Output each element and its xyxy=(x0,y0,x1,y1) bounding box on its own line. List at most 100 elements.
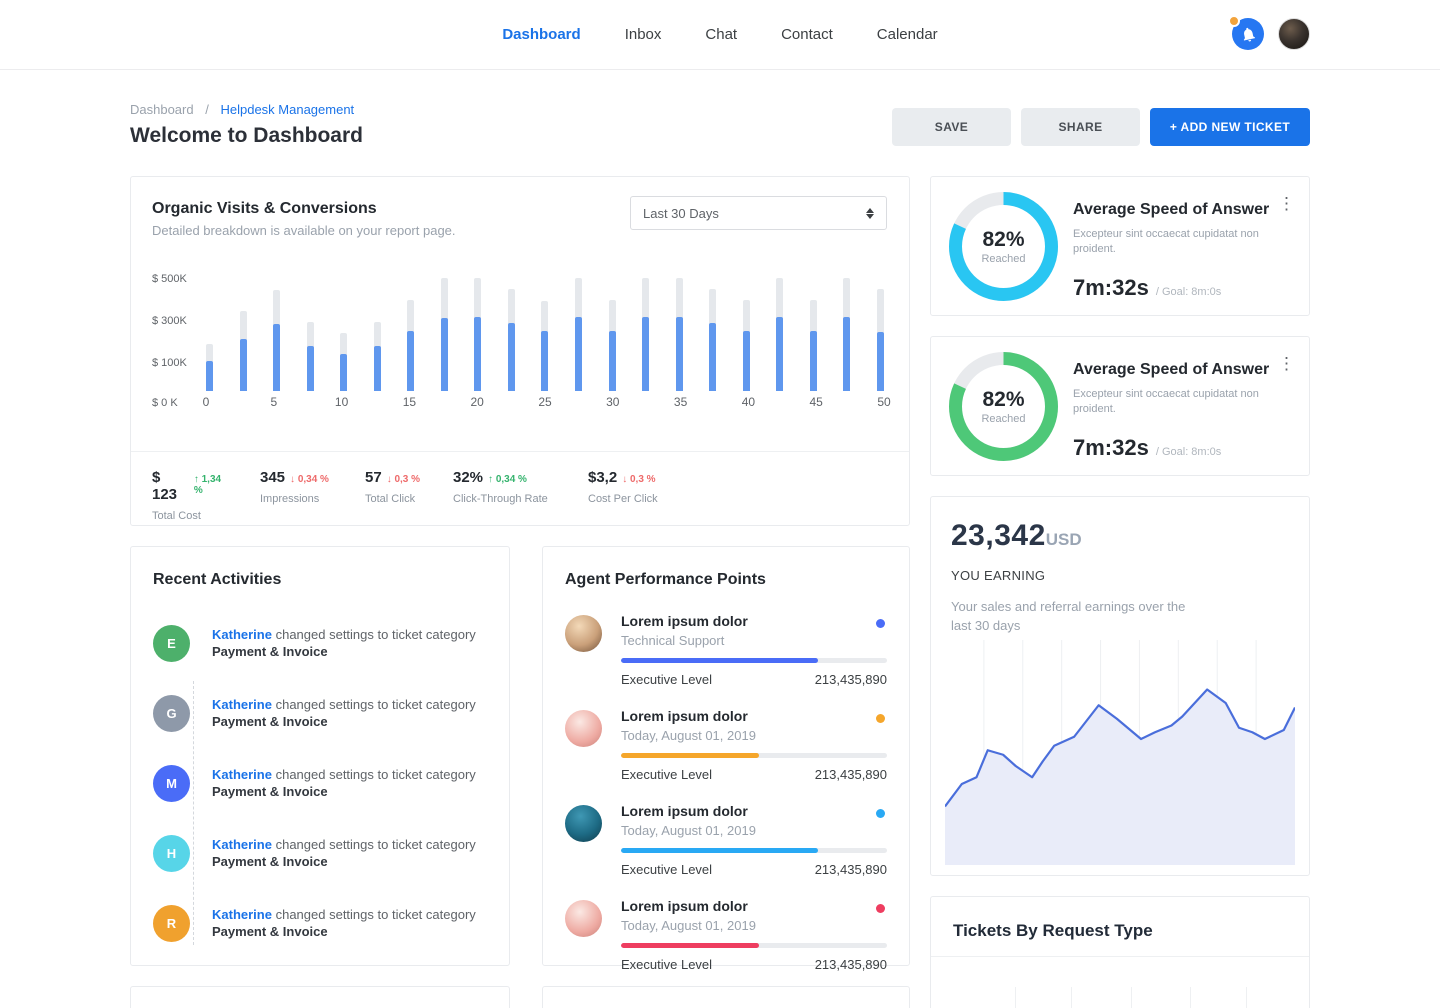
bar xyxy=(776,271,784,391)
breadcrumb-dashboard[interactable]: Dashboard xyxy=(130,102,194,117)
earnings-amount: 23,342 xyxy=(951,519,1046,552)
activity-text: Katherine changed settings to ticket cat… xyxy=(212,627,476,659)
kebab-menu-icon[interactable]: ⋮ xyxy=(1278,354,1295,373)
bar xyxy=(306,271,314,391)
stat-label: Cost Per Click xyxy=(588,493,658,505)
stat-label: Total Cost xyxy=(152,510,201,522)
tickets-title: Tickets By Request Type xyxy=(953,921,1153,940)
speed-goal-label: / Goal: 8m:0s xyxy=(1155,286,1222,298)
date-range-select[interactable]: Last 30 Days xyxy=(630,196,887,230)
bar xyxy=(675,271,683,391)
activity-item[interactable]: R Katherine changed settings to ticket c… xyxy=(153,905,489,942)
x-tick-label: 35 xyxy=(673,395,688,409)
agent-progress-fill xyxy=(621,943,760,948)
nav-item[interactable]: Inbox xyxy=(624,26,662,43)
activity-user-link[interactable]: Katherine xyxy=(212,627,272,642)
x-tick-label: 5 xyxy=(270,395,278,409)
activity-item[interactable]: E Katherine changed settings to ticket c… xyxy=(153,625,489,662)
activity-user-link[interactable]: Katherine xyxy=(212,907,272,922)
select-arrows-icon xyxy=(866,207,874,219)
agent-list: Lorem ipsum dolor Technical Support Exec… xyxy=(565,613,887,993)
earnings-amount-row: 23,342 USD xyxy=(951,519,1082,553)
share-button[interactable]: SHARE xyxy=(1021,108,1140,146)
speed-card-title: Average Speed of Answer xyxy=(1073,361,1270,378)
speed-time-value: 7m:32s xyxy=(1073,275,1149,300)
x-tick-label: 20 xyxy=(470,395,484,409)
x-tick-label: 0 xyxy=(202,395,210,409)
save-button[interactable]: SAVE xyxy=(892,108,1011,146)
breadcrumb-helpdesk[interactable]: Helpdesk Management xyxy=(220,102,355,117)
agent-item[interactable]: Lorem ipsum dolor Today, August 01, 2019… xyxy=(565,708,887,782)
status-dot-icon xyxy=(876,904,885,913)
bar xyxy=(407,271,415,391)
status-dot-icon xyxy=(876,619,885,628)
bar xyxy=(206,271,213,391)
activity-avatar: E xyxy=(153,625,190,662)
agent-name: Lorem ipsum dolor xyxy=(621,613,748,629)
donut-caption: Reached xyxy=(981,413,1026,425)
activity-user-link[interactable]: Katherine xyxy=(212,837,272,852)
agent-progress-track xyxy=(621,848,887,853)
activity-target: Payment & Invoice xyxy=(212,644,328,659)
nav-item[interactable]: Dashboard xyxy=(502,26,581,43)
bottom-left-card xyxy=(130,986,510,1008)
breadcrumb-separator: / xyxy=(205,102,209,117)
agent-name: Lorem ipsum dolor xyxy=(621,708,748,724)
activity-target: Payment & Invoice xyxy=(212,854,328,869)
agent-name: Lorem ipsum dolor xyxy=(621,898,748,914)
earnings-card: 23,342 USD YOU EARNING Your sales and re… xyxy=(930,496,1310,876)
notifications-button[interactable] xyxy=(1228,15,1264,50)
activity-item[interactable]: M Katherine changed settings to ticket c… xyxy=(153,765,489,802)
stat-delta: ↑ 1,34 % xyxy=(193,474,222,496)
recent-activities-title: Recent Activities xyxy=(153,571,282,588)
activity-avatar: G xyxy=(153,695,190,732)
agent-points-value: 213,435,890 xyxy=(814,672,887,687)
status-dot-icon xyxy=(876,714,885,723)
bar xyxy=(340,271,348,391)
nav-item[interactable]: Contact xyxy=(781,26,833,43)
agent-progress-track xyxy=(621,943,887,948)
donut-caption: Reached xyxy=(981,253,1026,265)
earnings-currency: USD xyxy=(1045,530,1082,549)
kpi-stat: 57 ↓ 0,3 % Total Click xyxy=(365,469,425,522)
donut-percent: 82% xyxy=(982,388,1025,411)
tickets-chart-area xyxy=(945,957,1295,1008)
add-new-ticket-button[interactable]: + ADD NEW TICKET xyxy=(1150,108,1310,146)
kpi-stats-row: $ 123 ↑ 1,34 % Total Cost 345 ↓ 0,34 % I… xyxy=(152,469,888,522)
activity-target: Payment & Invoice xyxy=(212,714,328,729)
bar xyxy=(843,271,851,391)
nav-item[interactable]: Calendar xyxy=(876,26,938,43)
bar xyxy=(273,271,281,391)
earnings-heading: YOU EARNING xyxy=(951,568,1046,583)
agent-item[interactable]: Lorem ipsum dolor Today, August 01, 2019… xyxy=(565,898,887,972)
bar-chart xyxy=(206,271,884,391)
agent-item[interactable]: Lorem ipsum dolor Technical Support Exec… xyxy=(565,613,887,687)
activity-item[interactable]: G Katherine changed settings to ticket c… xyxy=(153,695,489,732)
user-avatar[interactable] xyxy=(1278,18,1310,50)
bar xyxy=(608,271,616,391)
organic-visits-title: Organic Visits & Conversions xyxy=(152,200,377,217)
agent-subtitle: Today, August 01, 2019 xyxy=(621,918,756,933)
nav-item[interactable]: Chat xyxy=(705,26,738,43)
agent-avatar xyxy=(565,900,602,937)
stat-value: $ 123 xyxy=(152,469,178,503)
agent-points-value: 213,435,890 xyxy=(814,767,887,782)
activity-user-link[interactable]: Katherine xyxy=(212,697,272,712)
y-tick-label: $ 100K xyxy=(152,357,187,369)
status-dot-icon xyxy=(876,809,885,818)
recent-activities-card: Recent Activities E Katherine changed se… xyxy=(130,546,510,966)
x-tick-label: 10 xyxy=(334,395,349,409)
activity-user-link[interactable]: Katherine xyxy=(212,767,272,782)
bar xyxy=(541,271,549,391)
bar xyxy=(474,271,482,391)
trend-arrow-icon: ↑ xyxy=(193,474,199,485)
timeline-connector xyxy=(193,681,194,945)
speed-goal-label: / Goal: 8m:0s xyxy=(1155,446,1222,458)
agent-performance-card: Agent Performance Points Lorem ipsum dol… xyxy=(542,546,910,972)
agent-level-label: Executive Level xyxy=(621,767,713,782)
agent-points-value: 213,435,890 xyxy=(814,862,887,877)
activity-item[interactable]: H Katherine changed settings to ticket c… xyxy=(153,835,489,872)
agent-item[interactable]: Lorem ipsum dolor Today, August 01, 2019… xyxy=(565,803,887,877)
kebab-menu-icon[interactable]: ⋮ xyxy=(1278,194,1295,213)
